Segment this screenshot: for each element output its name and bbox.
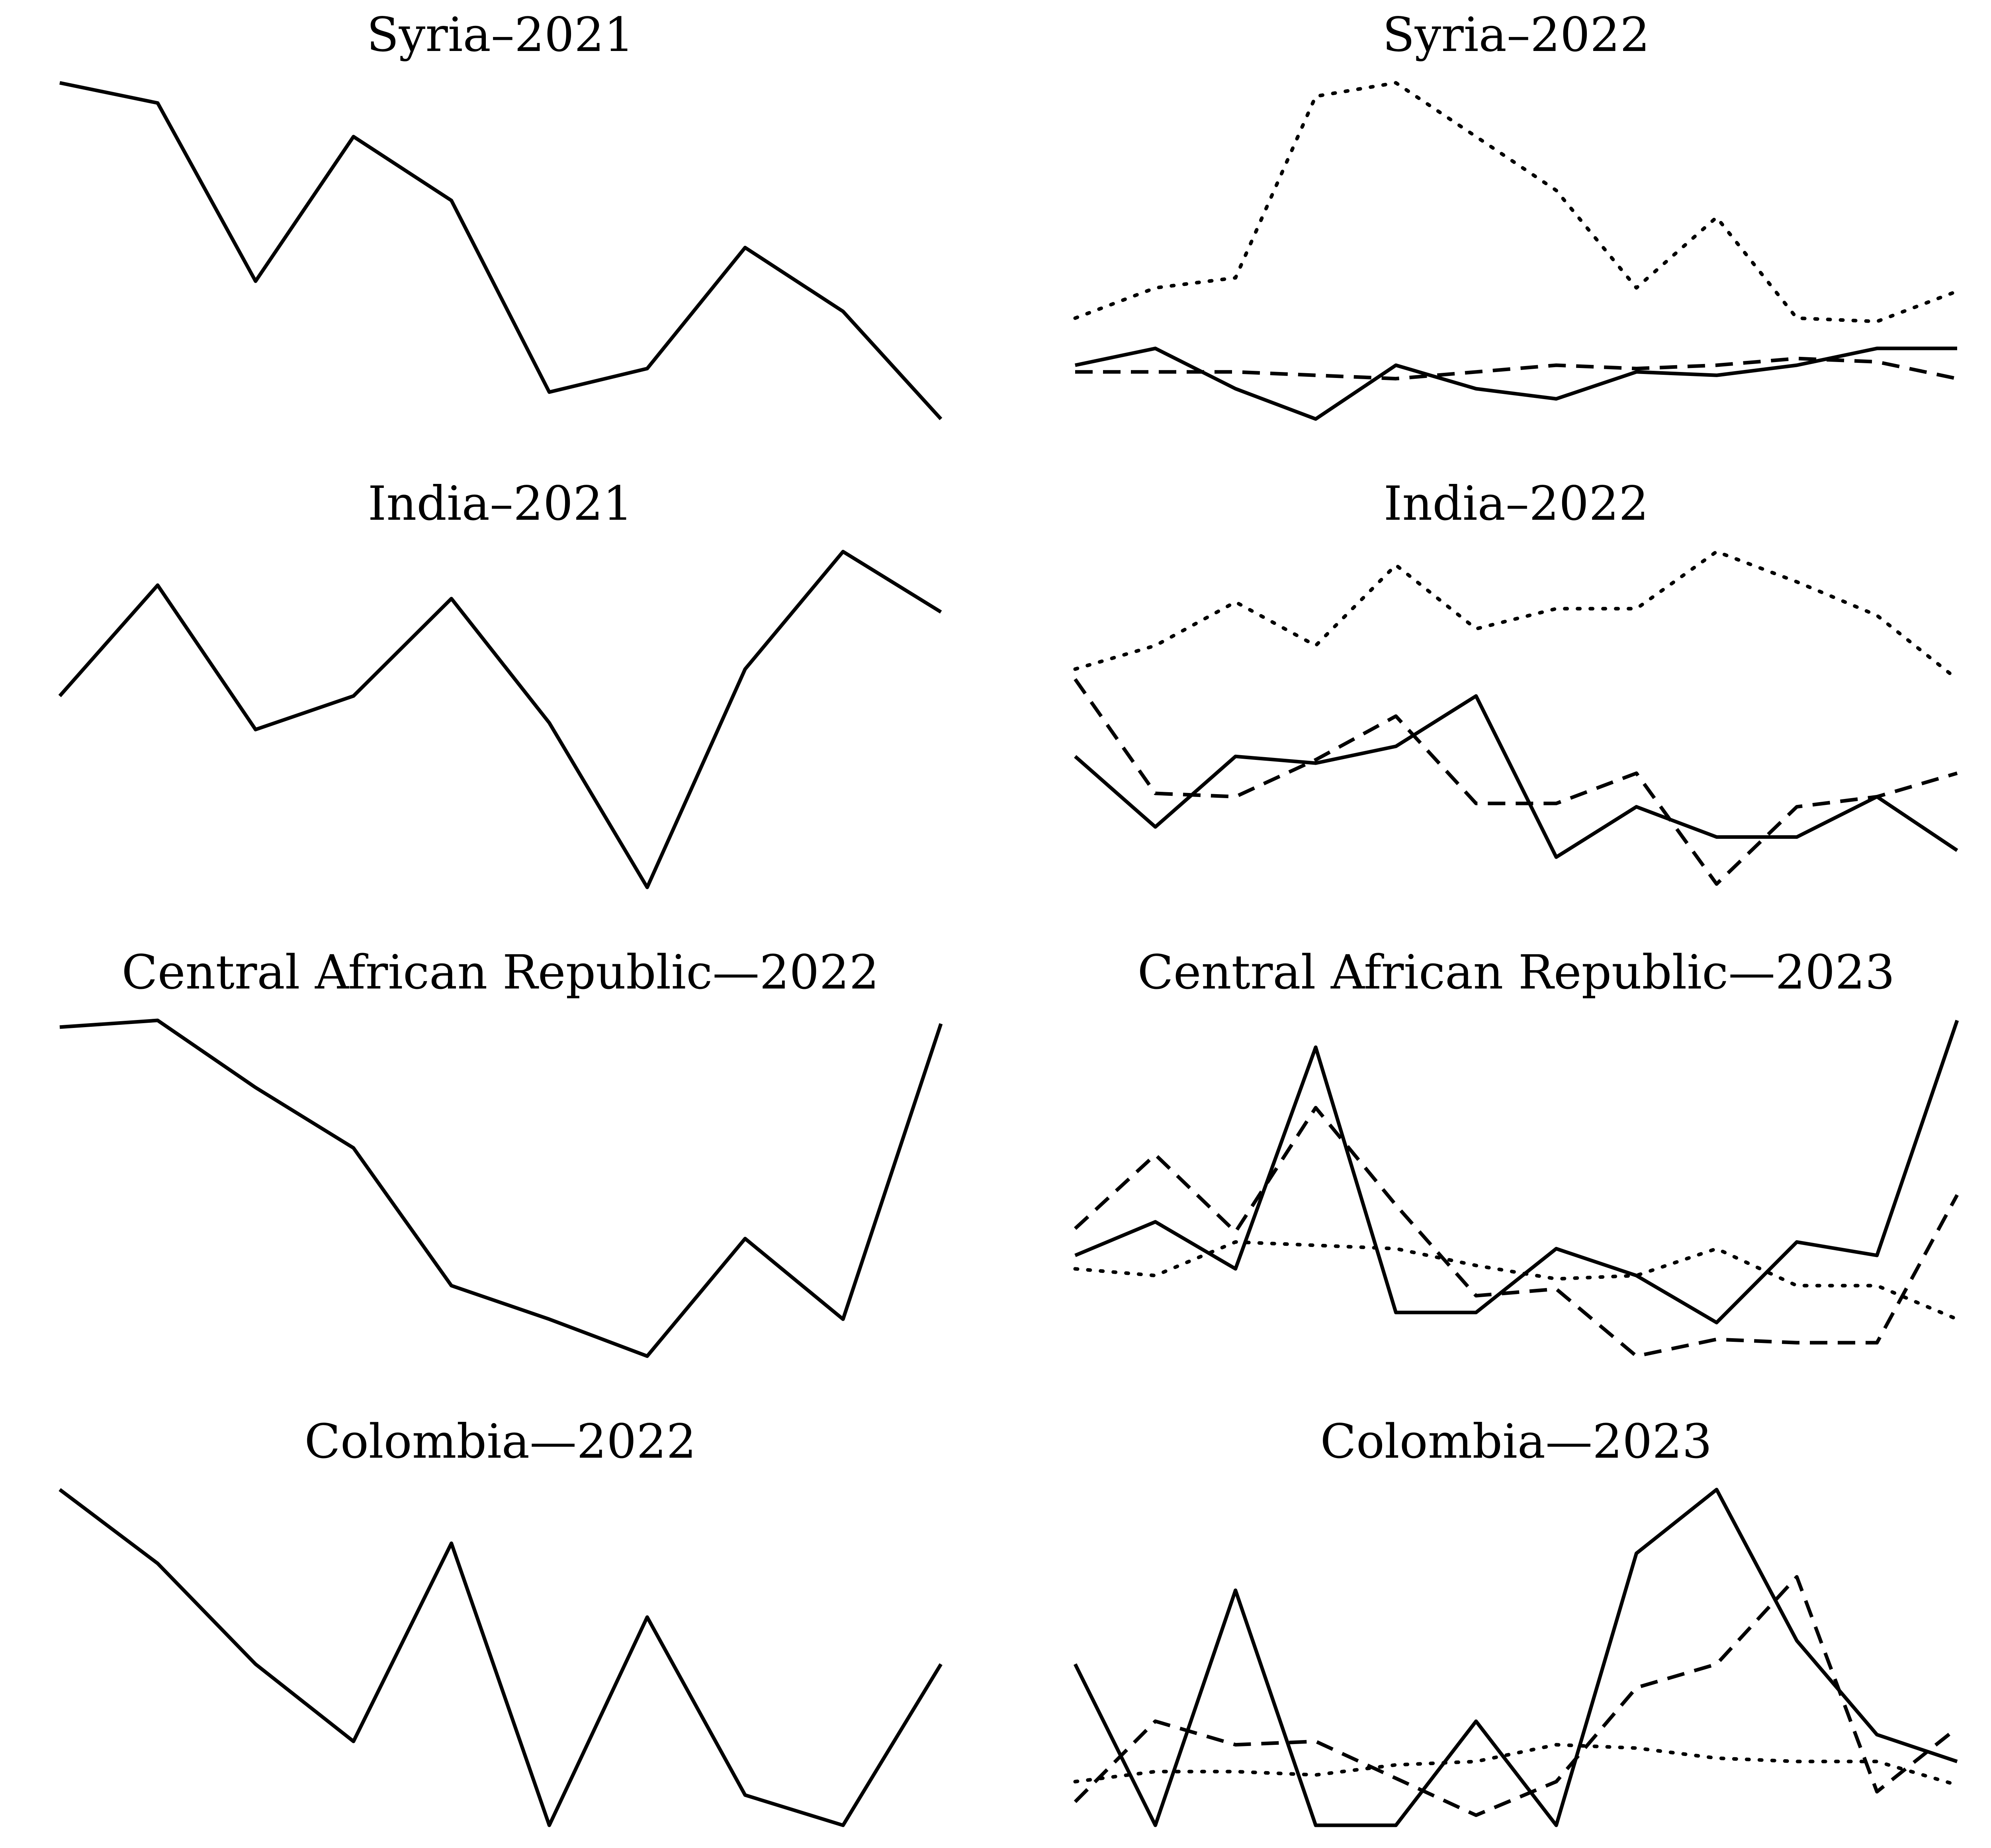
series-line-dotted [1073,1240,1959,1321]
panel-india-2021: India–2021 [58,476,942,889]
panel-title: Colombia—2022 [305,1414,696,1469]
panel-central-african-republic-2022: Central African Republic—2022 [59,945,943,1358]
series-line-dashed [1074,1575,1958,1817]
series-line-solid [1074,694,1958,859]
series-line-solid [1073,1488,1958,1827]
series-line-dotted [1073,81,1959,323]
panel-syria-2021: Syria–2021 [59,7,943,421]
panel-title: Syria–2021 [367,7,634,62]
panel-title: India–2022 [1384,476,1649,531]
series-line-solid [59,1018,943,1358]
series-line-solid [1074,1020,1959,1325]
panel-title: Central African Republic—2023 [1137,945,1895,1000]
panel-title: India–2021 [368,476,633,531]
panel-syria-2022: Syria–2022 [1073,7,1959,421]
panel-title: Syria–2022 [1383,7,1650,62]
series-line-dotted [1073,550,1959,681]
panel-colombia-2022: Colombia—2022 [59,1414,943,1827]
series-line-dotted [1073,1743,1959,1787]
series-line-solid [59,81,943,421]
panel-title: Colombia—2023 [1320,1414,1712,1469]
panel-central-african-republic-2023: Central African Republic—2023 [1073,945,1959,1358]
series-line-solid [1075,346,1957,421]
panel-title: Central African Republic—2022 [121,945,879,1000]
panel-india-2022: India–2022 [1073,476,1959,886]
panel-colombia-2023: Colombia—2023 [1073,1414,1959,1827]
series-line-dashed [1074,678,1958,886]
series-line-dashed [1075,356,1958,381]
series-line-dashed [1074,1106,1959,1358]
series-line-solid [59,1488,943,1827]
series-line-solid [58,550,942,889]
